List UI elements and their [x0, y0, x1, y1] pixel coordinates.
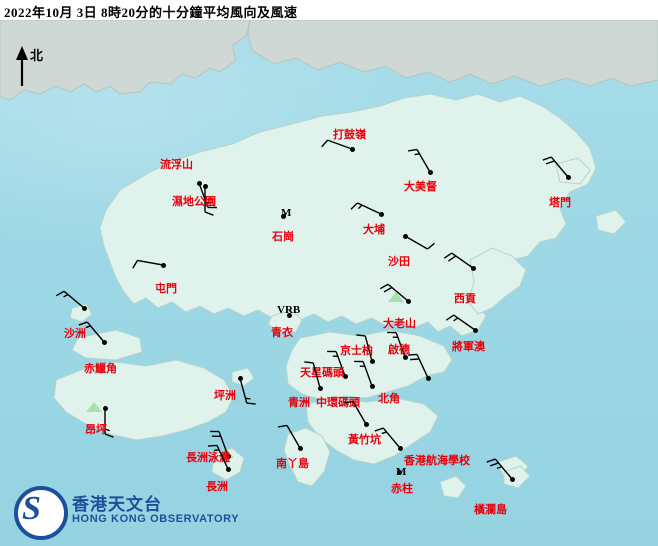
tsing-yi-marker: VRB: [277, 304, 301, 316]
station-label-waglan-island: 橫瀾島: [474, 504, 507, 516]
station-dot: [470, 265, 476, 271]
station-label-tai-po: 大埔: [363, 224, 385, 236]
landmark-triangle-ngong-ping: [86, 402, 102, 412]
station-dot: [369, 358, 375, 364]
station-label-wetland-park: 濕地公園: [172, 196, 216, 208]
station-dot: [196, 180, 202, 186]
wind-map: 北 打鼓嶺流浮山濕地公園 大美督塔門石崗 大埔沙田屯門西貢沙洲 大老山青衣赤鱲角 啟德 京…: [0, 20, 658, 546]
station-dot: [160, 262, 166, 268]
logo-name-cn: 香港天文台: [72, 495, 162, 514]
station-label-cheung-chau: 長洲: [206, 481, 228, 493]
station-dot: [369, 383, 375, 389]
station-dot: [286, 312, 292, 318]
station-dot: [237, 375, 243, 381]
station-dot: [396, 469, 402, 475]
station-label-tsing-chau: 青洲: [288, 397, 310, 409]
station-dot: [565, 174, 571, 180]
station-label-sha-tin: 沙田: [388, 256, 410, 268]
north-label: 北: [30, 48, 44, 63]
station-dot: [81, 305, 87, 311]
logo-name-en: HONG KONG OBSERVATORY: [72, 513, 240, 525]
station-dot: [102, 405, 108, 411]
station-label-star-ferry: 天星碼頭: [300, 367, 344, 379]
station-dot: [427, 169, 433, 175]
station-label-tai-mei-tuk: 大美督: [404, 181, 437, 193]
station-label-chek-lap-kok: 赤鱲角: [84, 363, 117, 375]
logo-mark: S: [22, 490, 41, 527]
page-title: 2022年10月 3日 8時20分的十分鐘平均風向及風速: [4, 5, 298, 20]
station-label-tap-mun: 塔門: [549, 197, 571, 209]
station-label-ngong-ping: 昂坪: [85, 424, 107, 436]
station-label-tsing-yi: 青衣: [271, 327, 293, 339]
station-label-tai-ko-shan: 打鼓嶺: [333, 129, 366, 141]
station-dot: [225, 466, 231, 472]
station-dot: [472, 327, 478, 333]
station-label-tuen-mun: 屯門: [155, 283, 177, 295]
hko-logo: S 香港天文台 HONG KONG OBSERVATORY: [10, 484, 250, 540]
station-label-kai-tak: 啟德: [388, 344, 410, 356]
stanley-marker: M: [396, 466, 407, 478]
station-label-stanley: 赤柱: [391, 483, 413, 495]
station-dot: [202, 183, 208, 189]
station-dot: [378, 211, 384, 217]
station-label-tai-mo-shan: 流浮山: [160, 159, 193, 171]
station-label-ping-chau: 坪洲: [214, 390, 236, 402]
station-label-cheung-chau-beach: 長洲泳灘: [186, 452, 230, 464]
station-label-tai-lo-shan: 大老山: [383, 318, 416, 330]
shek-kong-marker: M: [281, 207, 292, 219]
landmark-triangle-tai-lo-shan: [388, 292, 404, 302]
station-label-shek-kong: 石崗: [272, 231, 294, 243]
station-dot: [425, 375, 431, 381]
coastline-shapes: [0, 20, 658, 499]
station-dot: [280, 213, 286, 219]
station-dot: [509, 476, 515, 482]
logo-ring-icon: [14, 486, 68, 540]
station-label-sai-kung: 西貢: [454, 293, 476, 305]
station-label-maritime-school: 香港航海學校: [404, 455, 470, 467]
north-arrow-icon: 北: [8, 44, 48, 88]
station-label-tseung-kwan-o: 將軍澳: [452, 341, 485, 353]
station-label-north-point: 北角: [378, 393, 400, 405]
station-label-central-pier: 中環碼頭: [316, 397, 360, 409]
station-dot: [397, 445, 403, 451]
station-dot: [101, 339, 107, 345]
station-dot: [405, 298, 411, 304]
station-dot: [297, 445, 303, 451]
station-label-wong-chuk-hang: 黃竹坑: [348, 434, 381, 446]
station-dot: [317, 385, 323, 391]
station-label-lamma-island: 南丫島: [276, 458, 309, 470]
station-label-sha-chau: 沙洲: [64, 328, 86, 340]
station-label-cheung-kong-pak: 京士柏: [340, 345, 373, 357]
station-dot: [402, 233, 408, 239]
station-dot: [349, 146, 355, 152]
station-dot: [363, 421, 369, 427]
